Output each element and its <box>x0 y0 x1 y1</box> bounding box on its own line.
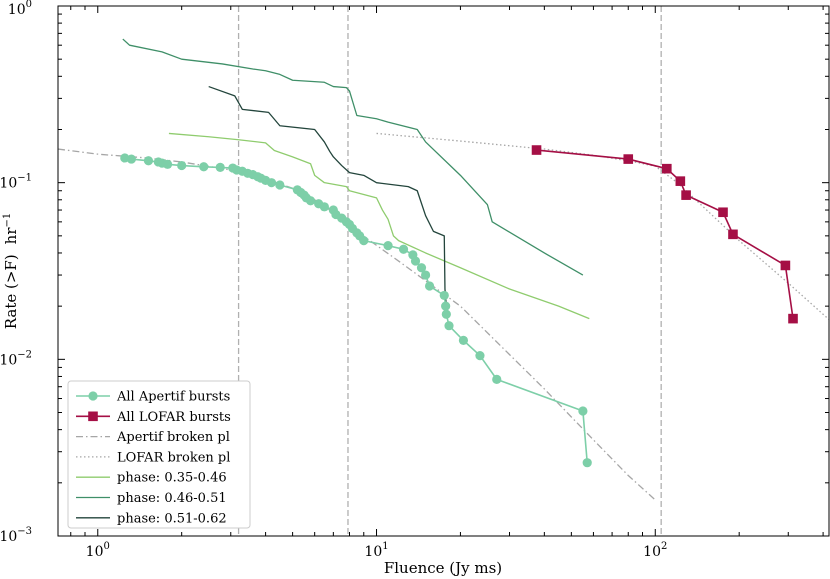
legend: All Apertif bursts All LOFAR bursts Aperti… <box>67 380 251 529</box>
data-point-circle <box>177 160 187 171</box>
minor-ticks <box>58 6 829 536</box>
series-0 <box>120 153 592 468</box>
data-point-circle <box>444 321 454 331</box>
legend-label: All LOFAR bursts <box>116 410 231 425</box>
series-line <box>122 38 584 276</box>
tick-labels: 100 101 102 10−3 10−2 10−1 100 <box>0 0 667 560</box>
data-point-square <box>531 145 542 155</box>
y-axis-label-main: Rate (>F) <box>2 254 20 329</box>
data-point-circle <box>424 281 435 291</box>
legend-marker <box>88 391 98 401</box>
series-5 <box>122 38 584 276</box>
y-axis-label: Rate (>F) hr−1 <box>2 213 20 330</box>
data-point-circle <box>143 156 154 166</box>
series-1 <box>531 145 798 324</box>
series-line <box>208 85 447 307</box>
legend-label: Apertif broken pl <box>116 430 230 445</box>
y-tick-label: 10−1 <box>0 173 32 192</box>
data-point-circle <box>410 256 421 266</box>
data-point-square <box>728 229 738 240</box>
legend-label: All Apertif bursts <box>116 390 230 405</box>
series-line <box>168 132 590 320</box>
data-point-circle <box>126 154 136 164</box>
plot-frame <box>57 5 830 537</box>
x-axis-label: Fluence (Jy ms) <box>384 559 502 577</box>
y-axis-label-unit: hr <box>2 227 20 245</box>
data-point-circle <box>492 374 502 384</box>
data-point-circle <box>266 178 277 188</box>
data-point-circle <box>441 309 451 319</box>
data-point-circle <box>319 202 329 212</box>
legend-frame <box>67 380 251 529</box>
series-4 <box>168 132 590 320</box>
legend-label: phase: 0.51-0.62 <box>117 511 227 526</box>
data-point-circle <box>275 180 285 190</box>
data-point-circle <box>359 235 369 246</box>
y-axis-label-unit-exponent: −1 <box>2 213 13 228</box>
data-point-square <box>623 154 634 164</box>
data-point-circle <box>582 458 592 468</box>
x-tick-label: 102 <box>643 541 667 560</box>
data-point-square <box>718 207 728 218</box>
legend-label: phase: 0.46-0.51 <box>117 491 227 506</box>
data-point-circle <box>215 162 225 173</box>
data-point-square <box>675 176 686 186</box>
data-point-circle <box>305 196 316 206</box>
x-tick-label: 100 <box>86 541 110 560</box>
series-layer <box>58 38 829 501</box>
data-point-circle <box>416 263 427 273</box>
y-tick-label: 100 <box>8 0 32 18</box>
data-point-circle <box>475 350 485 361</box>
data-point-circle <box>458 335 469 345</box>
data-point-square <box>780 260 791 271</box>
legend-label: LOFAR broken pl <box>117 450 230 465</box>
data-point-square <box>788 313 798 324</box>
data-point-square <box>662 163 672 174</box>
series-6 <box>208 85 447 307</box>
data-point-circle <box>162 159 173 169</box>
y-tick-label: 10−2 <box>0 349 32 368</box>
data-point-circle <box>441 301 451 311</box>
legend-marker <box>88 411 98 422</box>
data-point-circle <box>199 162 209 172</box>
x-tick-label: 101 <box>364 541 388 560</box>
data-point-circle <box>439 290 449 301</box>
data-point-circle <box>383 241 393 251</box>
data-point-circle <box>421 270 431 280</box>
data-point-square <box>681 190 691 200</box>
y-tick-label: 10−3 <box>0 526 32 545</box>
data-point-circle <box>578 406 588 416</box>
legend-label: phase: 0.35-0.46 <box>117 471 227 486</box>
data-point-circle <box>398 244 409 254</box>
